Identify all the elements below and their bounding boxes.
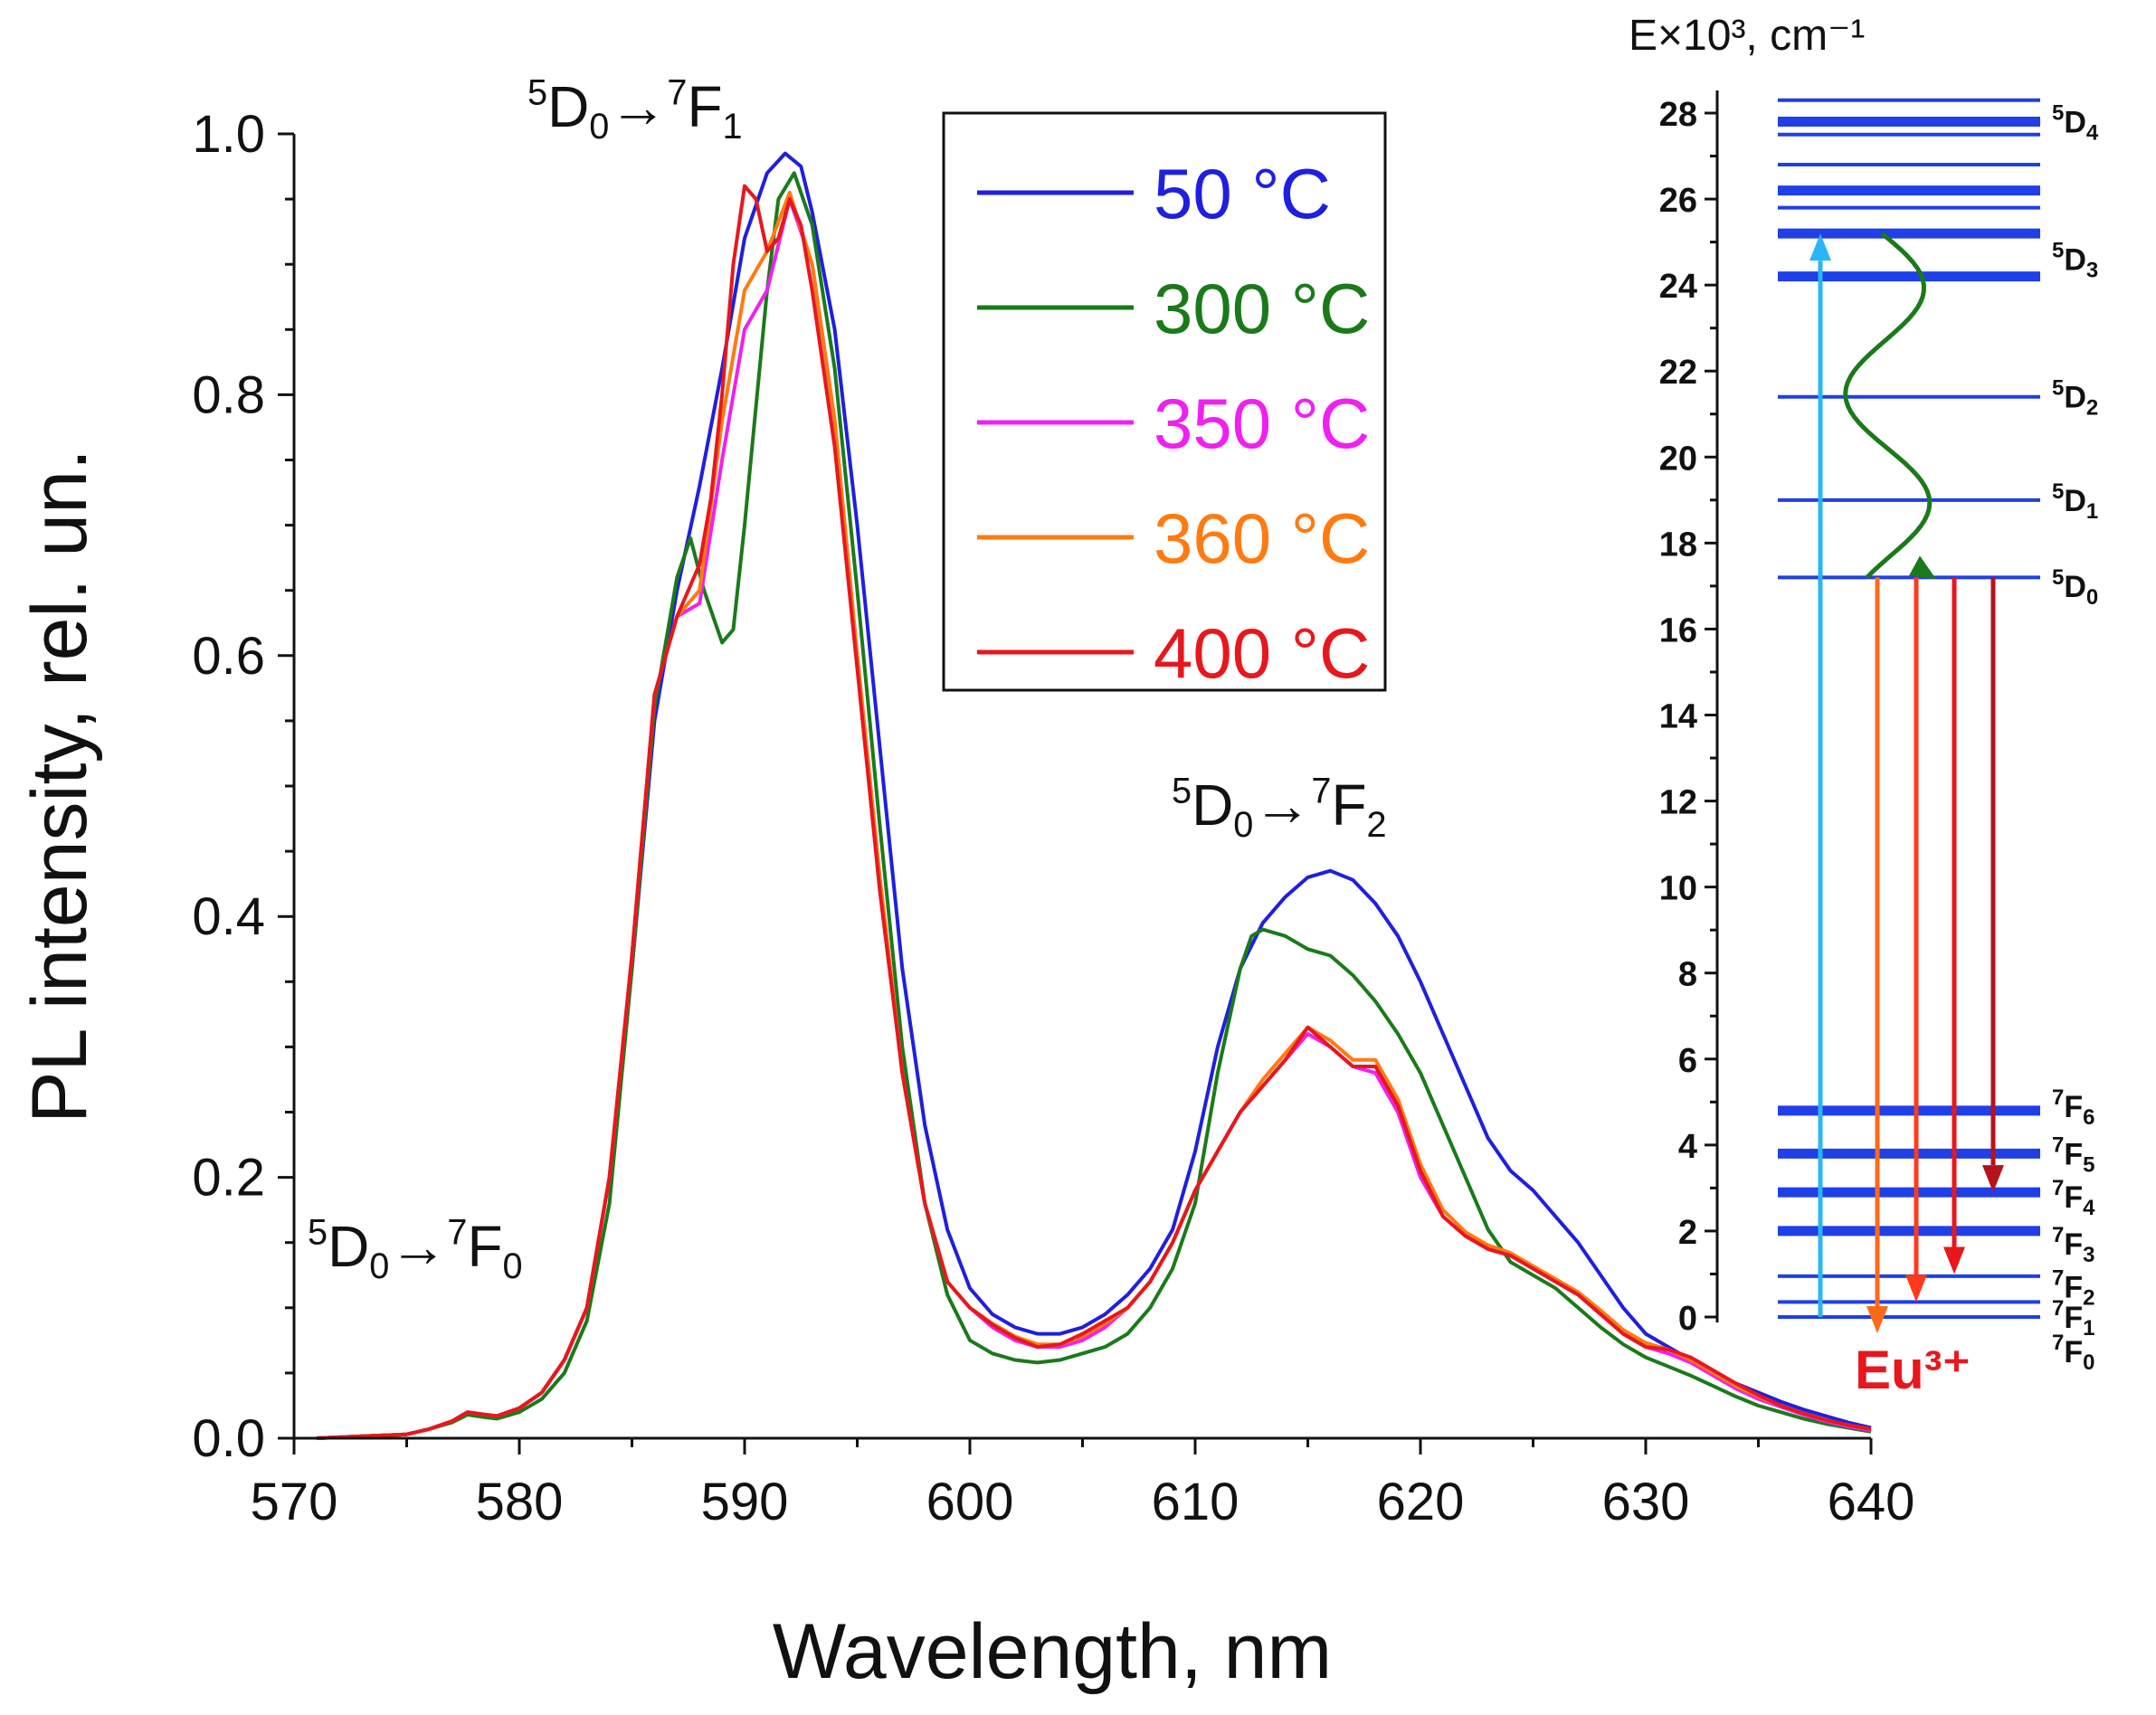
legend-label: 400 °C	[1154, 613, 1370, 693]
energy-tick-label: 14	[1659, 698, 1697, 736]
energy-tick-label: 16	[1659, 611, 1697, 649]
y-axis-title: PL intensity, rel. un.	[16, 449, 103, 1123]
x-ticks: 570 580 590 600 610 620 630 640	[251, 1438, 1915, 1531]
y-tick-label: 1.0	[192, 105, 265, 164]
level-label-7f0: 7F0	[2052, 1331, 2095, 1375]
legend-label: 50 °C	[1154, 154, 1331, 233]
level-label-7f2: 7F2	[2052, 1266, 2095, 1311]
energy-tick-label: 6	[1678, 1042, 1697, 1080]
level-label-7f4: 7F4	[2052, 1176, 2095, 1220]
energy-levels	[1778, 98, 2040, 1319]
series-line-4	[316, 184, 1872, 1440]
axes: 570 580 590 600 610 620 630 640 0.00.20.40.60.8…	[192, 105, 1914, 1531]
legend-label: 300 °C	[1154, 269, 1370, 348]
y-tick-label: 0.6	[192, 627, 265, 686]
y-tick-label: 0.2	[192, 1149, 265, 1208]
energy-tick-label: 4	[1678, 1128, 1697, 1166]
x-tick-label: 630	[1602, 1473, 1690, 1531]
energy-tick-label: 18	[1659, 526, 1697, 564]
relaxation-arrow-head	[1909, 555, 1936, 580]
energy-tick-label: 10	[1659, 870, 1697, 908]
x-tick-label: 590	[701, 1473, 789, 1531]
level-label-7f1: 7F1	[2052, 1296, 2095, 1341]
energy-tick-label: 20	[1659, 440, 1697, 478]
emission-arrow-0-head	[1866, 1306, 1888, 1333]
y-tick-label: 0.0	[192, 1409, 265, 1468]
level-label-5d2: 5D2	[2052, 376, 2098, 421]
level-label-7f5: 7F5	[2052, 1132, 2095, 1177]
excitation-arrow-head	[1809, 233, 1831, 261]
energy-tick-label: 28	[1659, 96, 1697, 134]
pl-spectrum-chart: 570 580 590 600 610 620 630 640 0.00.20.40.60.8…	[16, 73, 1914, 1695]
energy-tick-label: 8	[1678, 956, 1697, 994]
energy-tick-label: 24	[1659, 268, 1697, 306]
annotation-5d0-7f1: 5D0→7F1	[527, 73, 743, 147]
annotation-5d0-7f2: 5D0→7F2	[1172, 772, 1387, 845]
y-tick-label: 0.4	[192, 887, 265, 946]
emission-arrow-3-head	[1982, 1165, 2004, 1193]
energy-tick-label: 12	[1659, 784, 1697, 822]
energy-tick-label: 2	[1678, 1214, 1697, 1252]
legend-label: 360 °C	[1154, 498, 1370, 578]
annotation-5d0-7f0: 5D0→7F0	[308, 1213, 523, 1286]
level-label-7f3: 7F3	[2052, 1223, 2095, 1267]
relaxation-arrow	[1843, 232, 1933, 580]
emission-arrow-1-head	[1905, 1274, 1927, 1303]
energy-tick-label: 22	[1659, 354, 1697, 392]
level-label-5d1: 5D1	[2052, 479, 2098, 524]
transition-arrows	[1809, 232, 2004, 1333]
energy-tick-label: 0	[1678, 1300, 1697, 1338]
legend: 50 °C 300 °C 350 °C 360 °C 400 °C	[942, 111, 1387, 693]
x-tick-label: 570	[251, 1473, 338, 1531]
legend-label: 350 °C	[1154, 384, 1370, 463]
level-label-5d4: 5D4	[2052, 101, 2099, 146]
x-tick-label: 640	[1828, 1473, 1915, 1531]
x-tick-label: 620	[1377, 1473, 1465, 1531]
ion-label: Eu³⁺	[1855, 1340, 1971, 1400]
level-label-7f6: 7F6	[2052, 1085, 2095, 1130]
x-tick-label: 580	[476, 1473, 564, 1531]
legend-items: 50 °C 300 °C 350 °C 360 °C 400 °C	[977, 154, 1370, 693]
level-label-5d0: 5D0	[2052, 565, 2098, 610]
level-label-5d3: 5D3	[2052, 239, 2098, 283]
y-ticks: 0.0 0.2 0.4 0.6 0.8 1.0	[192, 105, 294, 1468]
y-tick-label: 0.8	[192, 365, 265, 424]
energy-tick-label: 26	[1659, 182, 1697, 220]
series-lines	[316, 151, 1872, 1440]
x-tick-label: 600	[926, 1473, 1014, 1531]
emission-arrow-2-head	[1943, 1246, 1965, 1274]
legend-box	[942, 111, 1387, 692]
x-axis-title: Wavelength, nm	[773, 1608, 1332, 1695]
energy-axis-title: E×10³, cm⁻¹	[1629, 12, 1865, 60]
x-tick-label: 610	[1152, 1473, 1239, 1531]
